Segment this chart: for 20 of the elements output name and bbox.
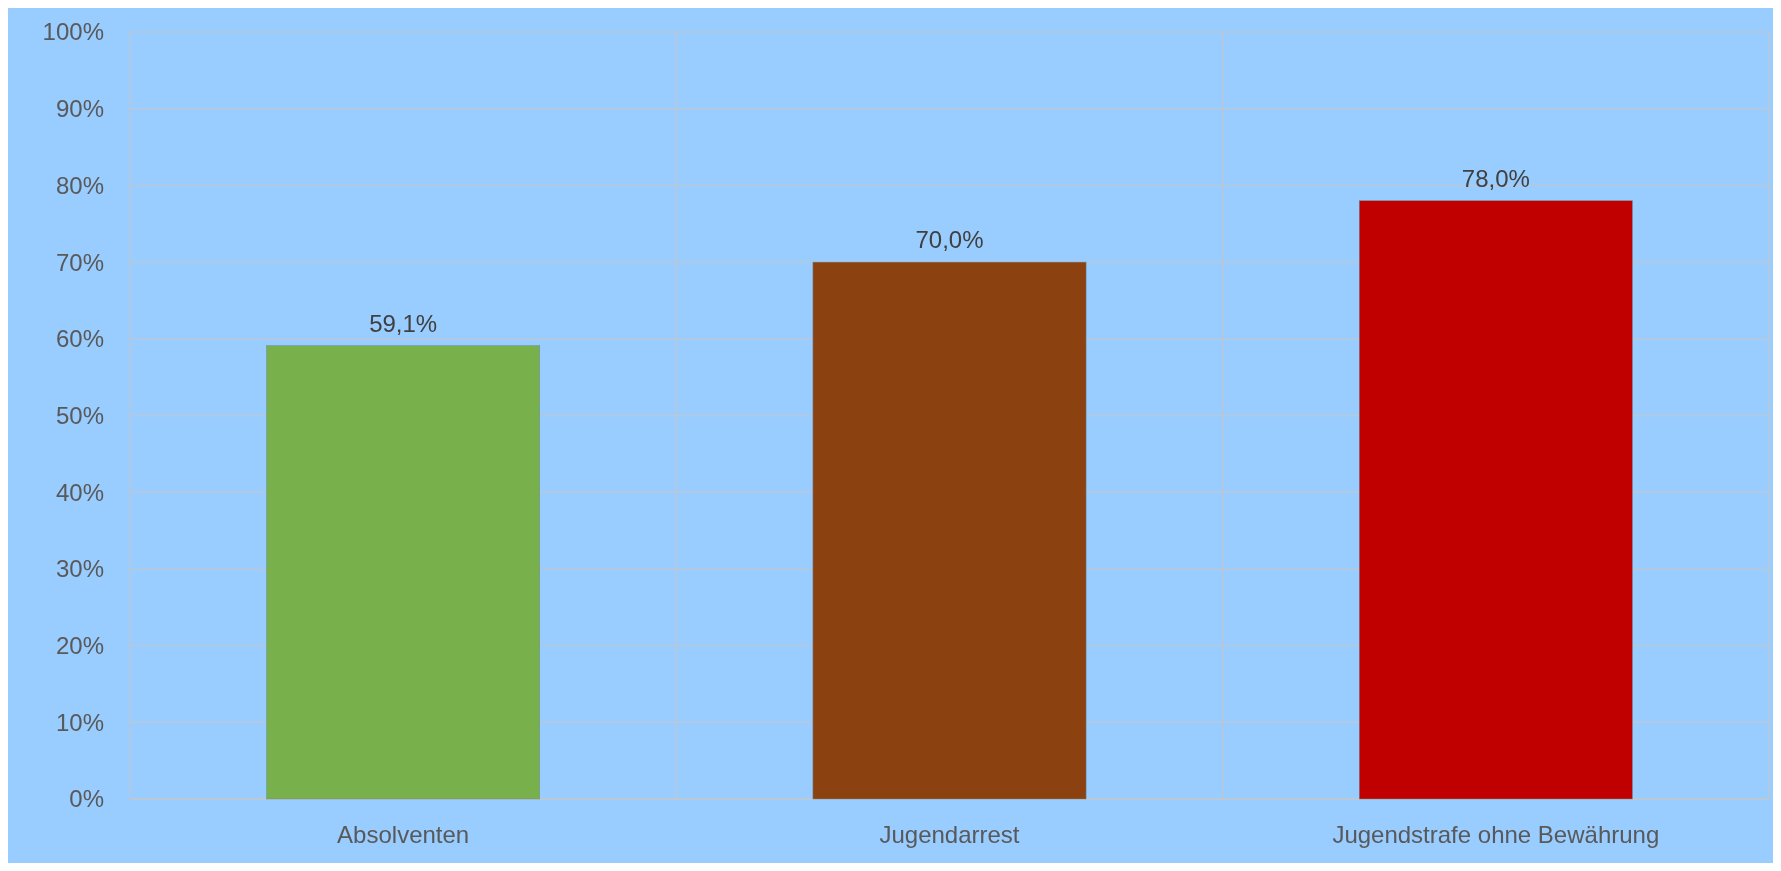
- bar: [266, 345, 540, 800]
- x-tick-label: Absolventen: [337, 821, 470, 848]
- y-tick-label: 30%: [55, 555, 104, 583]
- y-tick-label: 60%: [55, 325, 104, 353]
- y-tick-label: 80%: [55, 171, 104, 199]
- y-tick-label: 50%: [55, 401, 104, 429]
- y-tick-label: 70%: [55, 248, 104, 276]
- bar: [1359, 200, 1633, 800]
- y-tick-label: 90%: [55, 95, 104, 123]
- data-label: 70,0%: [915, 226, 984, 254]
- y-tick-label: 10%: [55, 708, 104, 736]
- x-tick-label: Jugendarrest: [879, 821, 1020, 848]
- y-tick-label: 40%: [55, 478, 104, 506]
- x-tick-label: Jugendstrafe ohne Bewährung: [1332, 821, 1660, 848]
- bar: [812, 261, 1087, 800]
- data-label: 59,1%: [369, 309, 438, 337]
- y-tick-label: 0%: [69, 785, 104, 813]
- y-tick-label: 100%: [42, 18, 104, 46]
- y-tick-label: 20%: [55, 632, 104, 659]
- data-label: 78,0%: [1461, 164, 1530, 192]
